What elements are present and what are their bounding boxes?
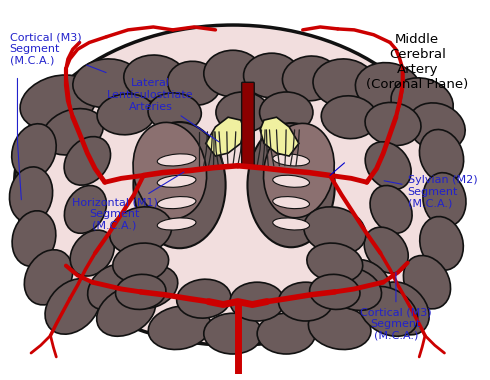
Ellipse shape	[304, 207, 366, 255]
Polygon shape	[206, 117, 245, 156]
Ellipse shape	[423, 173, 466, 227]
Ellipse shape	[244, 53, 300, 98]
Ellipse shape	[365, 103, 421, 146]
Ellipse shape	[204, 50, 262, 97]
Ellipse shape	[133, 122, 207, 219]
Ellipse shape	[343, 260, 391, 305]
Ellipse shape	[113, 243, 169, 282]
Ellipse shape	[257, 313, 316, 354]
Ellipse shape	[157, 175, 196, 187]
Ellipse shape	[9, 167, 52, 223]
Ellipse shape	[20, 75, 97, 130]
Ellipse shape	[45, 279, 100, 334]
Text: Cortical (M3)
Segment
(M.C.A.): Cortical (M3) Segment (M.C.A.)	[360, 272, 432, 340]
Polygon shape	[260, 117, 299, 156]
Ellipse shape	[64, 136, 111, 185]
Ellipse shape	[124, 55, 187, 102]
Ellipse shape	[64, 185, 106, 233]
Ellipse shape	[157, 196, 196, 209]
Ellipse shape	[168, 61, 220, 105]
Ellipse shape	[157, 218, 196, 230]
Ellipse shape	[42, 109, 103, 155]
Ellipse shape	[73, 59, 141, 108]
Ellipse shape	[264, 124, 334, 218]
Ellipse shape	[391, 78, 453, 127]
Ellipse shape	[273, 175, 310, 187]
Ellipse shape	[273, 218, 310, 230]
Text: Horizontal (M1)
Segment
(M.C.A.): Horizontal (M1) Segment (M.C.A.)	[72, 172, 184, 231]
Ellipse shape	[97, 94, 155, 135]
Ellipse shape	[157, 154, 196, 166]
Ellipse shape	[148, 93, 201, 132]
Ellipse shape	[133, 122, 225, 248]
Ellipse shape	[97, 287, 156, 336]
Ellipse shape	[15, 25, 451, 345]
Ellipse shape	[307, 243, 363, 282]
Text: Lateral
Lenticulostriate
Arteries: Lateral Lenticulostriate Arteries	[107, 78, 219, 142]
Ellipse shape	[110, 207, 172, 255]
Ellipse shape	[273, 154, 310, 166]
Ellipse shape	[359, 287, 417, 336]
Ellipse shape	[24, 250, 73, 305]
Ellipse shape	[247, 123, 335, 247]
Ellipse shape	[177, 279, 231, 318]
Ellipse shape	[88, 264, 136, 310]
Ellipse shape	[310, 274, 360, 309]
Ellipse shape	[123, 266, 178, 309]
Ellipse shape	[370, 185, 412, 233]
Ellipse shape	[260, 92, 313, 133]
Ellipse shape	[12, 124, 56, 179]
Text: Sylvian (M2)
Segment
(M.C.A.): Sylvian (M2) Segment (M.C.A.)	[384, 175, 477, 209]
Ellipse shape	[321, 96, 377, 139]
Text: Middle
Cerebral
Artery
(Coronal Plane): Middle Cerebral Artery (Coronal Plane)	[366, 33, 468, 91]
Ellipse shape	[278, 282, 333, 321]
Ellipse shape	[204, 313, 262, 354]
Ellipse shape	[12, 211, 56, 266]
Ellipse shape	[364, 227, 408, 273]
Ellipse shape	[327, 268, 382, 310]
FancyBboxPatch shape	[242, 82, 254, 167]
Ellipse shape	[408, 103, 465, 151]
Ellipse shape	[148, 306, 211, 350]
Ellipse shape	[273, 196, 310, 209]
Ellipse shape	[420, 217, 464, 270]
Ellipse shape	[116, 274, 166, 309]
Text: Cortical (M3)
Segment
(M.C.A.): Cortical (M3) Segment (M.C.A.)	[10, 33, 106, 73]
Ellipse shape	[216, 92, 270, 133]
Ellipse shape	[308, 306, 371, 350]
Ellipse shape	[313, 59, 376, 108]
Ellipse shape	[376, 282, 429, 335]
Ellipse shape	[70, 230, 114, 276]
Ellipse shape	[365, 142, 411, 190]
Ellipse shape	[282, 56, 339, 101]
Ellipse shape	[419, 130, 464, 183]
Ellipse shape	[403, 255, 450, 309]
Ellipse shape	[355, 63, 421, 114]
Ellipse shape	[230, 282, 284, 321]
